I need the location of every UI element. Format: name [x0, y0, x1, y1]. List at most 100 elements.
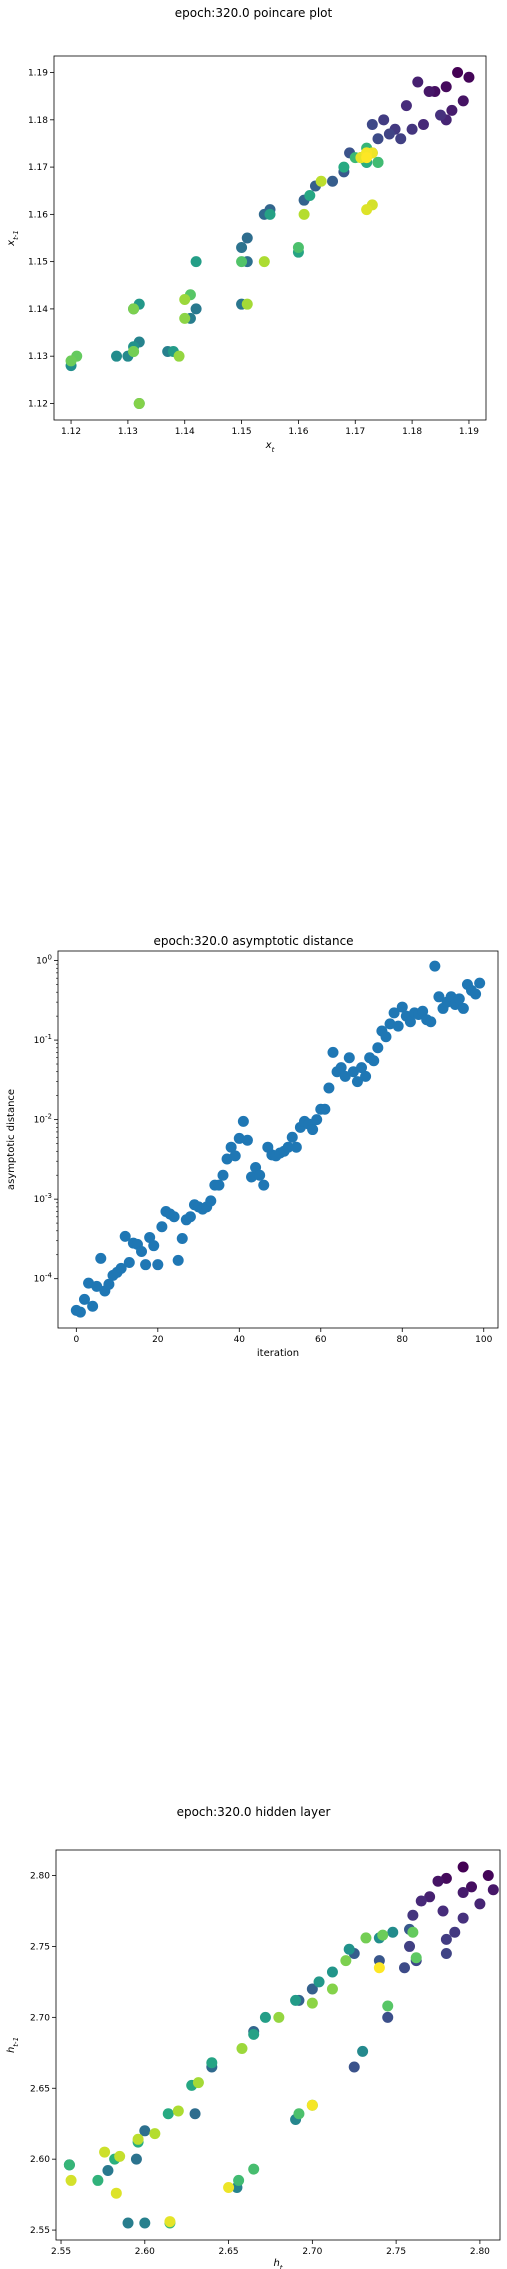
data-point [425, 1016, 436, 1027]
y-tick-label: 10-3 [34, 1192, 52, 1205]
y-tick-label: 10-2 [34, 1113, 52, 1126]
data-point [190, 2108, 201, 2119]
data-point [327, 1983, 338, 1994]
x-axis-label: ht [273, 2258, 282, 2269]
data-point [378, 114, 389, 125]
data-point [290, 1995, 301, 2006]
data-point [416, 1896, 427, 1907]
x-axis-label: iteration [257, 1348, 299, 1359]
data-point [111, 2188, 122, 2199]
y-tick-label: 2.80 [30, 1872, 50, 1882]
data-point [177, 1233, 188, 1244]
asymptotic-distance-figure: epoch:320.0 asymptotic distance 0 20 40 60 8… [0, 930, 507, 1370]
hidden-layer-plot: 2.55 2.60 2.65 2.70 2.75 2.802.552.602.652.70… [0, 1800, 507, 2269]
data-point [238, 1116, 249, 1127]
data-point [382, 2012, 393, 2023]
data-point [458, 1913, 469, 1924]
y-axis-label: xt-1 [6, 230, 20, 247]
data-point [340, 1955, 351, 1966]
data-point [128, 346, 139, 357]
x-tick-label: 1.18 [402, 427, 422, 437]
x-tick-label: 1.14 [175, 427, 195, 437]
data-point [319, 1104, 330, 1115]
x-tick-label: 80 [397, 1335, 409, 1345]
data-point [387, 1927, 398, 1938]
data-point [148, 1240, 159, 1251]
x-axis-label: xt [265, 440, 275, 454]
data-point [418, 119, 429, 130]
data-point [185, 1211, 196, 1222]
data-point [124, 1257, 135, 1268]
data-point [349, 2061, 360, 2072]
y-tick-label: 1.19 [28, 69, 48, 79]
y-tick-label: 1.16 [28, 210, 48, 220]
data-point [449, 1927, 460, 1938]
y-tick-label: 1.15 [28, 258, 48, 268]
y-tick-label: 100 [36, 954, 52, 967]
data-point [404, 1941, 415, 1952]
asymptotic-distance-plot: 0 20 40 60 80 10010-410-310-210-1100iteration… [0, 930, 507, 1370]
data-point [374, 1962, 385, 1973]
y-axis-label: asymptotic distance [6, 1089, 17, 1190]
y-axis-label: ht-1 [6, 2037, 20, 2053]
data-point [412, 77, 423, 88]
x-tick-label: 1.12 [61, 427, 81, 437]
data-point [441, 81, 452, 92]
y-tick-label: 1.17 [28, 163, 48, 173]
data-point [66, 355, 77, 366]
data-point [230, 1150, 241, 1161]
data-point [474, 1898, 485, 1909]
data-point [373, 133, 384, 144]
data-point [248, 2029, 259, 2040]
data-point [446, 105, 457, 116]
data-point [377, 1930, 388, 1941]
data-point [134, 398, 145, 409]
hidden-layer-figure: epoch:320.0 hidden layer 2.55 2.60 2.65 2.7… [0, 1800, 507, 2269]
data-point [441, 1948, 452, 1959]
data-point [164, 2216, 175, 2227]
data-point [152, 1259, 163, 1270]
x-tick-label: 100 [475, 1335, 492, 1345]
data-point [87, 1301, 98, 1312]
data-point [382, 2001, 393, 2012]
data-point [384, 129, 395, 140]
data-point [66, 2175, 77, 2186]
data-point [64, 2159, 75, 2170]
data-point [223, 2182, 234, 2193]
data-point [458, 1887, 469, 1898]
data-point [307, 1998, 318, 2009]
data-point [474, 978, 485, 989]
data-point [368, 1055, 379, 1066]
data-point [463, 72, 474, 83]
data-point [179, 294, 190, 305]
data-point [242, 233, 253, 244]
y-tick-label: 1.18 [28, 116, 48, 126]
data-point [360, 1071, 371, 1082]
plot-frame [56, 1850, 500, 2240]
data-point [361, 204, 372, 215]
x-tick-label: 20 [152, 1335, 164, 1345]
data-point [293, 242, 304, 253]
data-point [395, 133, 406, 144]
data-point [260, 2012, 271, 2023]
data-point [483, 1870, 494, 1881]
data-point [429, 961, 440, 972]
data-point [156, 1221, 167, 1232]
x-tick-label: 2.65 [219, 2247, 239, 2257]
data-point [338, 162, 349, 173]
data-point [327, 176, 338, 187]
data-point [470, 988, 481, 999]
data-point [111, 351, 122, 362]
data-point [236, 256, 247, 267]
data-point [299, 209, 310, 220]
data-point [433, 1876, 444, 1887]
data-point [173, 2105, 184, 2116]
data-point [441, 1934, 452, 1945]
data-point [99, 2147, 110, 2158]
x-tick-label: 1.13 [118, 427, 138, 437]
data-point [327, 1966, 338, 1977]
data-point [273, 2012, 284, 2023]
data-point [259, 256, 270, 267]
data-point [438, 1905, 449, 1916]
data-point [95, 1253, 106, 1264]
